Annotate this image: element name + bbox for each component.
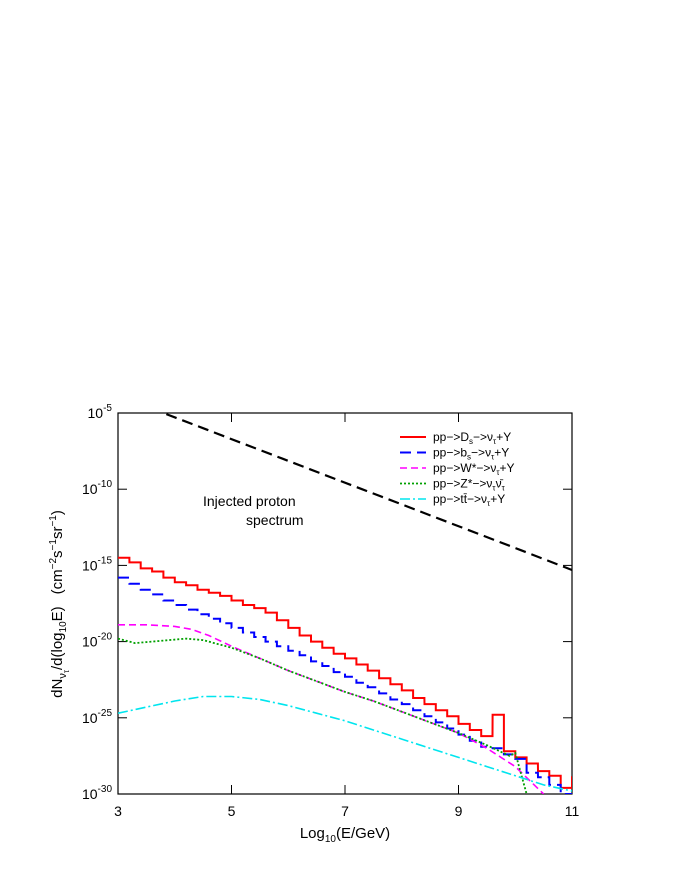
- x-tick-label: 11: [565, 803, 580, 819]
- legend-label: pp−>tt̄−>ντ+Y: [433, 492, 505, 508]
- legend: pp−>Ds−>ντ+Ypp−>bs−>ντ+Ypp−>W*−>ντ+Ypp−>…: [400, 430, 515, 508]
- series-line-1: [118, 576, 572, 794]
- y-axis: 10-30 10-25 10-20 10-15 10-10 10-5: [82, 403, 572, 802]
- y-axis-title: dNντ/d(log10E)(cm−2s−1sr−1): [48, 510, 71, 698]
- y-tick-label: 10-15: [82, 555, 112, 573]
- series-line-0: [118, 556, 572, 789]
- series-line-2: [118, 624, 545, 794]
- series-line-5: [159, 413, 572, 572]
- series-line-3: [118, 637, 528, 794]
- x-axis: 3 5 7 9 11: [114, 413, 579, 819]
- x-tick-label: 7: [341, 803, 349, 819]
- legend-label: pp−>Ds−>ντ+Y: [433, 430, 511, 446]
- y-tick-label: 10-5: [88, 403, 113, 421]
- y-tick-label: 10-10: [82, 479, 112, 497]
- annotation-line-1: Injected proton: [203, 493, 296, 509]
- legend-label: pp−>W*−>ντ+Y: [433, 461, 515, 477]
- annotation-line-2: spectrum: [246, 512, 304, 528]
- series-line-4: [118, 695, 572, 792]
- y-tick-label: 10-20: [82, 632, 112, 650]
- series-layer: [118, 413, 572, 794]
- y-tick-label: 10-30: [82, 784, 112, 802]
- x-tick-label: 3: [114, 803, 122, 819]
- y-tick-label: 10-25: [82, 708, 112, 726]
- legend-label: pp−>bs−>ντ+Y: [433, 446, 509, 462]
- x-axis-title: Log10(E/GeV): [300, 825, 390, 845]
- legend-label: pp−>Z*−>ντν̄τ: [433, 477, 506, 493]
- x-tick-label: 9: [455, 803, 463, 819]
- x-tick-label: 5: [228, 803, 236, 819]
